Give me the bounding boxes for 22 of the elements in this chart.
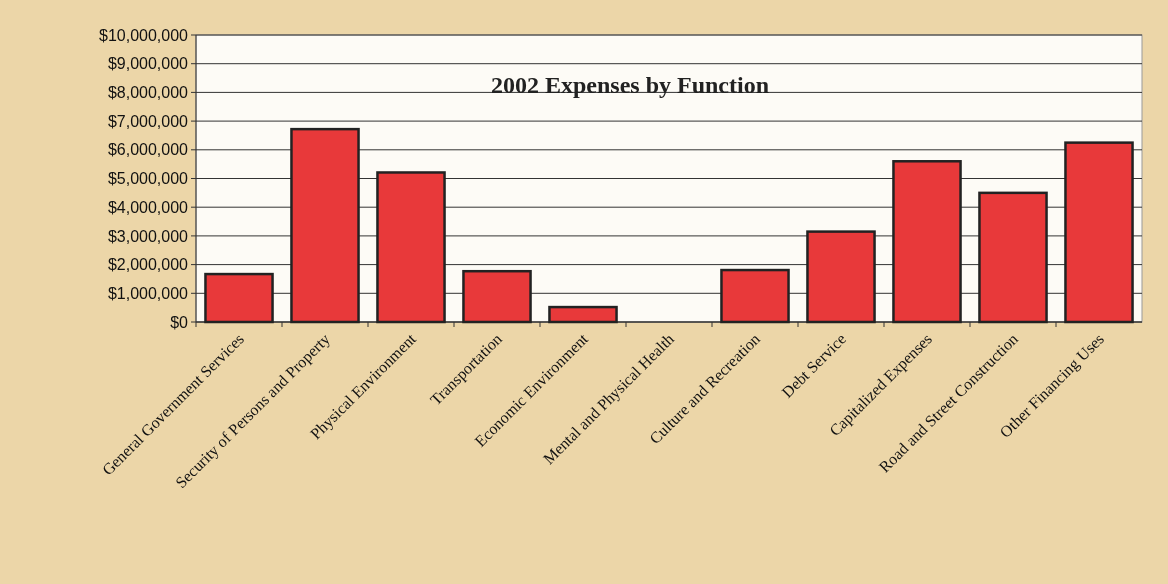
bar	[204, 272, 274, 324]
y-tick-label: $5,000,000	[107, 170, 189, 188]
bar	[892, 160, 962, 324]
y-tick-label: $1,000,000	[107, 284, 189, 302]
bar	[720, 268, 790, 324]
y-tick-label: $9,000,000	[107, 55, 189, 73]
y-tick-label: $2,000,000	[107, 256, 189, 274]
y-tick-label: $7,000,000	[107, 112, 189, 130]
bar	[978, 191, 1048, 324]
text: 2002 Expenses by Function	[490, 72, 770, 98]
bar	[290, 127, 360, 324]
y-tick-label: $3,000,000	[107, 227, 189, 245]
y-tick-label: $6,000,000	[107, 141, 189, 159]
y-tick-label: $0	[170, 313, 189, 331]
bar	[462, 269, 532, 324]
y-tick-label: $8,000,000	[107, 84, 189, 101]
bar	[376, 171, 446, 324]
y-tick-label: $4,000,000	[107, 198, 189, 216]
y-tick-label: $10,000,000	[99, 26, 189, 44]
bar	[548, 305, 618, 324]
bar	[806, 230, 876, 324]
bar	[1064, 141, 1134, 324]
